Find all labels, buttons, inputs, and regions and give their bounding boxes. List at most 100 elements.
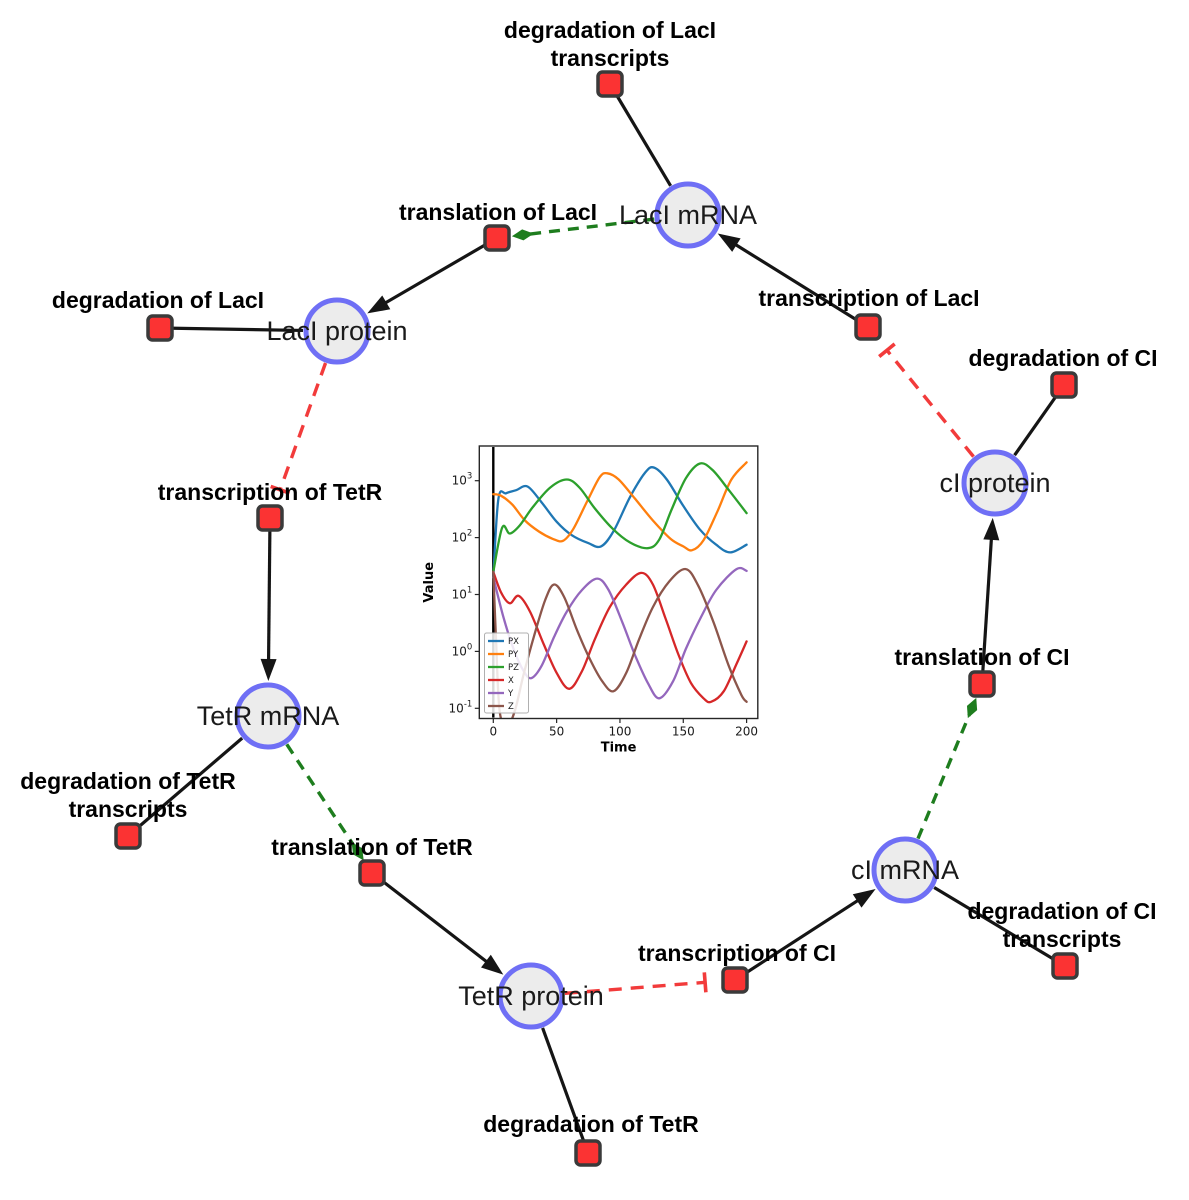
arrowhead-icon: [717, 233, 741, 252]
production-edge: [725, 237, 869, 329]
species-label-laci_mrna: LacI mRNA: [619, 200, 757, 230]
series-line-PZ: [492, 462, 748, 574]
modifier-edge: [916, 713, 971, 840]
reaction-label-deg_ci: degradation of CI: [968, 345, 1157, 371]
species-label-tetr_mrna: TetR mRNA: [197, 701, 340, 731]
reaction-node-txn_tetr: [256, 504, 284, 532]
reaction-node-transl_tetr: [358, 859, 386, 887]
species-label-ci_protein: cI protein: [939, 468, 1050, 498]
edge-inhibition-tetr_protein-txn_ci: [564, 972, 708, 996]
legend-entry-Y: Y: [507, 689, 514, 699]
species-node-laci_mrna: [654, 181, 722, 249]
legend: PX PY PZ XYZ: [484, 632, 529, 714]
species-label-laci_protein: LacI protein: [266, 316, 407, 346]
tbar-icon: [702, 972, 708, 993]
reaction-node-deg_laci_tx: [596, 70, 624, 98]
production-edge: [371, 871, 497, 970]
arrowhead-icon: [367, 295, 391, 314]
legend-entry-Z: Z: [508, 702, 514, 712]
nodes-layer: [114, 70, 1079, 1167]
y-axis-label: Value: [422, 562, 437, 603]
edge-consumption-tetr_protein-deg_tetr: [541, 1027, 590, 1154]
arrowhead-icon: [852, 889, 876, 908]
reaction-label-deg_laci: degradation of LacI: [52, 287, 264, 313]
reaction-label-txn_laci: transcription of LacI: [758, 285, 979, 311]
reaction-node-deg_laci: [146, 314, 174, 342]
species-node-ci_mrna: [871, 836, 939, 904]
consumption-edge: [159, 326, 304, 333]
edge-production-transl_ci-ci_protein: [980, 517, 1000, 685]
x-tick-label: 0: [489, 725, 497, 739]
edge-consumption-laci_mrna-deg_laci_tx: [608, 83, 672, 187]
reaction-label-transl_laci: translation of LacI: [399, 199, 597, 225]
species-label-tetr_protein: TetR protein: [458, 981, 604, 1011]
series-line-PY: [492, 461, 748, 552]
reaction-node-deg_tetr: [574, 1139, 602, 1167]
legend-entry-PZ: PZ: [508, 663, 519, 673]
arrowhead-icon: [260, 658, 277, 682]
diamond-arrowhead-icon: [966, 697, 978, 719]
reaction-node-deg_ci_tx: [1051, 952, 1079, 980]
inhibition-edge: [564, 980, 706, 996]
series-line-X: [492, 570, 748, 704]
x-tick-label: 150: [672, 725, 695, 739]
legend-entry-PY: PY: [508, 650, 519, 660]
inhibition-edge: [885, 349, 975, 458]
edge-inhibition-laci_protein-txn_tetr: [270, 362, 328, 495]
edge-production-txn_ci-ci_mrna: [734, 889, 876, 982]
arrowhead-icon: [481, 954, 504, 975]
reaction-node-transl_laci: [483, 224, 511, 252]
consumption-edge: [608, 83, 672, 187]
reaction-node-deg_ci: [1050, 371, 1078, 399]
reaction-label-txn_ci: transcription of CI: [638, 940, 836, 966]
y-tick-label: 101: [452, 586, 473, 602]
reaction-label-deg_laci_tx: degradation of LacI transcripts: [504, 17, 716, 71]
reaction-label-deg_tetr: degradation of TetR: [483, 1111, 699, 1137]
series-line-PX: [492, 466, 748, 579]
reaction-node-deg_tetr_tx: [114, 822, 142, 850]
x-tick-label: 100: [608, 725, 631, 739]
modifier-edge: [529, 217, 655, 236]
diamond-arrowhead-icon: [351, 842, 364, 861]
reaction-node-transl_ci: [968, 670, 996, 698]
edge-consumption-laci_protein-deg_laci: [159, 326, 304, 333]
species-node-ci_protein: [961, 449, 1029, 517]
series-line-Z: [492, 567, 748, 719]
species-label-ci_mrna: cI mRNA: [851, 855, 959, 885]
consumption-edge: [541, 1027, 590, 1154]
edges-layer: [126, 83, 1066, 1154]
edge-modifier-tetr_mrna-transl_tetr: [285, 743, 364, 861]
y-tick-label: 100: [452, 642, 473, 658]
legend-entry-X: X: [508, 676, 514, 686]
arrowhead-icon: [983, 517, 1000, 541]
edge-modifier-laci_mrna-transl_laci: [511, 217, 655, 241]
production-edge: [980, 527, 994, 685]
tbar-icon: [270, 484, 291, 495]
y-tick-label: 10-1: [449, 699, 473, 715]
edge-inhibition-ci_protein-txn_laci: [878, 342, 975, 458]
production-edge: [734, 893, 869, 982]
species-node-tetr_mrna: [234, 682, 302, 750]
reaction-label-deg_ci_tx: degradation of CI transcripts: [967, 898, 1156, 952]
edge-consumption-tetr_mrna-deg_tetr_tx: [126, 736, 244, 838]
legend-box: [484, 632, 529, 714]
reaction-label-deg_tetr_tx: degradation of TetR transcripts: [20, 768, 236, 822]
reaction-node-txn_ci: [721, 966, 749, 994]
reaction-label-txn_tetr: transcription of TetR: [158, 479, 383, 505]
reaction-node-txn_laci: [854, 313, 882, 341]
reaction-label-transl_ci: translation of CI: [894, 644, 1069, 670]
consumption-edge: [126, 736, 244, 838]
y-tick-label: 103: [452, 472, 473, 488]
y-tick-label: 102: [452, 529, 473, 545]
species-node-tetr_protein: [497, 962, 565, 1030]
inhibition-edge: [278, 362, 328, 491]
modifier-edge: [285, 743, 356, 847]
edge-production-transl_laci-laci_protein: [367, 236, 498, 314]
x-axis-label: Time: [601, 741, 637, 756]
edge-production-transl_tetr-tetr_protein: [371, 871, 504, 975]
production-edge: [375, 236, 498, 310]
reaction-label-transl_tetr: translation of TetR: [271, 834, 473, 860]
